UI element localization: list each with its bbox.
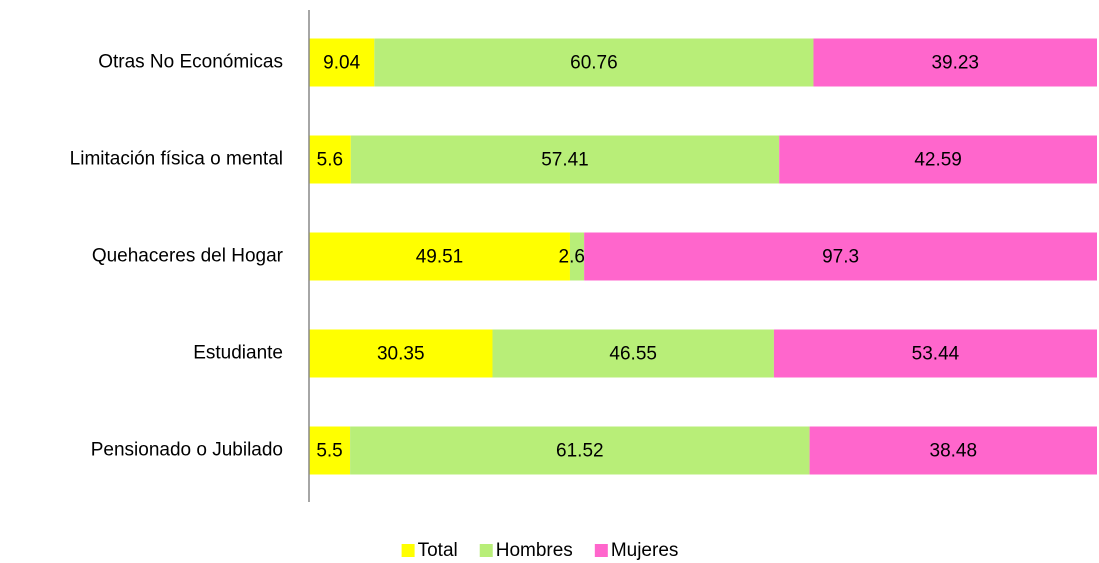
data-label: 49.51 <box>416 247 464 268</box>
y-tick-label: Quehaceres del Hogar <box>92 246 284 267</box>
bar-segment <box>492 329 774 378</box>
bar-segment <box>309 38 375 87</box>
bar-segment <box>350 135 780 184</box>
data-label: 46.55 <box>609 344 657 365</box>
y-tick-label: Limitación física o mental <box>70 149 283 170</box>
legend-swatch <box>479 544 493 557</box>
bar-segment <box>584 232 1097 281</box>
data-label: 30.35 <box>377 344 425 365</box>
data-label: 57.41 <box>541 150 589 171</box>
y-tick-label: Estudiante <box>193 343 283 364</box>
y-tick-label: Pensionado o Jubilado <box>91 440 283 461</box>
data-label: 53.44 <box>912 344 960 365</box>
data-label: 61.52 <box>556 441 604 462</box>
data-label: 9.04 <box>323 53 360 74</box>
legend-label: Hombres <box>496 540 573 561</box>
bar-segment <box>350 426 810 475</box>
bar-segment <box>309 135 351 184</box>
bar-segment <box>773 329 1097 378</box>
bar-segment <box>813 38 1097 87</box>
bar-segment <box>374 38 814 87</box>
data-label: 60.76 <box>570 53 618 74</box>
legend-label: Total <box>418 540 458 561</box>
data-label: 5.6 <box>317 150 343 171</box>
bar-segment <box>309 329 493 378</box>
data-label: 42.59 <box>914 150 962 171</box>
bar-segment <box>309 426 351 475</box>
y-tick-label: Otras No Económicas <box>98 52 283 73</box>
data-label: 5.5 <box>316 441 342 462</box>
data-label: 38.48 <box>930 441 978 462</box>
bar-segment <box>809 426 1097 475</box>
bar-segment <box>779 135 1097 184</box>
legend-swatch <box>594 544 608 557</box>
data-label: 97.3 <box>822 247 859 268</box>
legend-label: Mujeres <box>611 540 679 561</box>
bar-segment <box>569 232 585 281</box>
data-label: 39.23 <box>931 53 979 74</box>
bar-segment <box>309 232 570 281</box>
legend-swatch <box>401 544 415 557</box>
